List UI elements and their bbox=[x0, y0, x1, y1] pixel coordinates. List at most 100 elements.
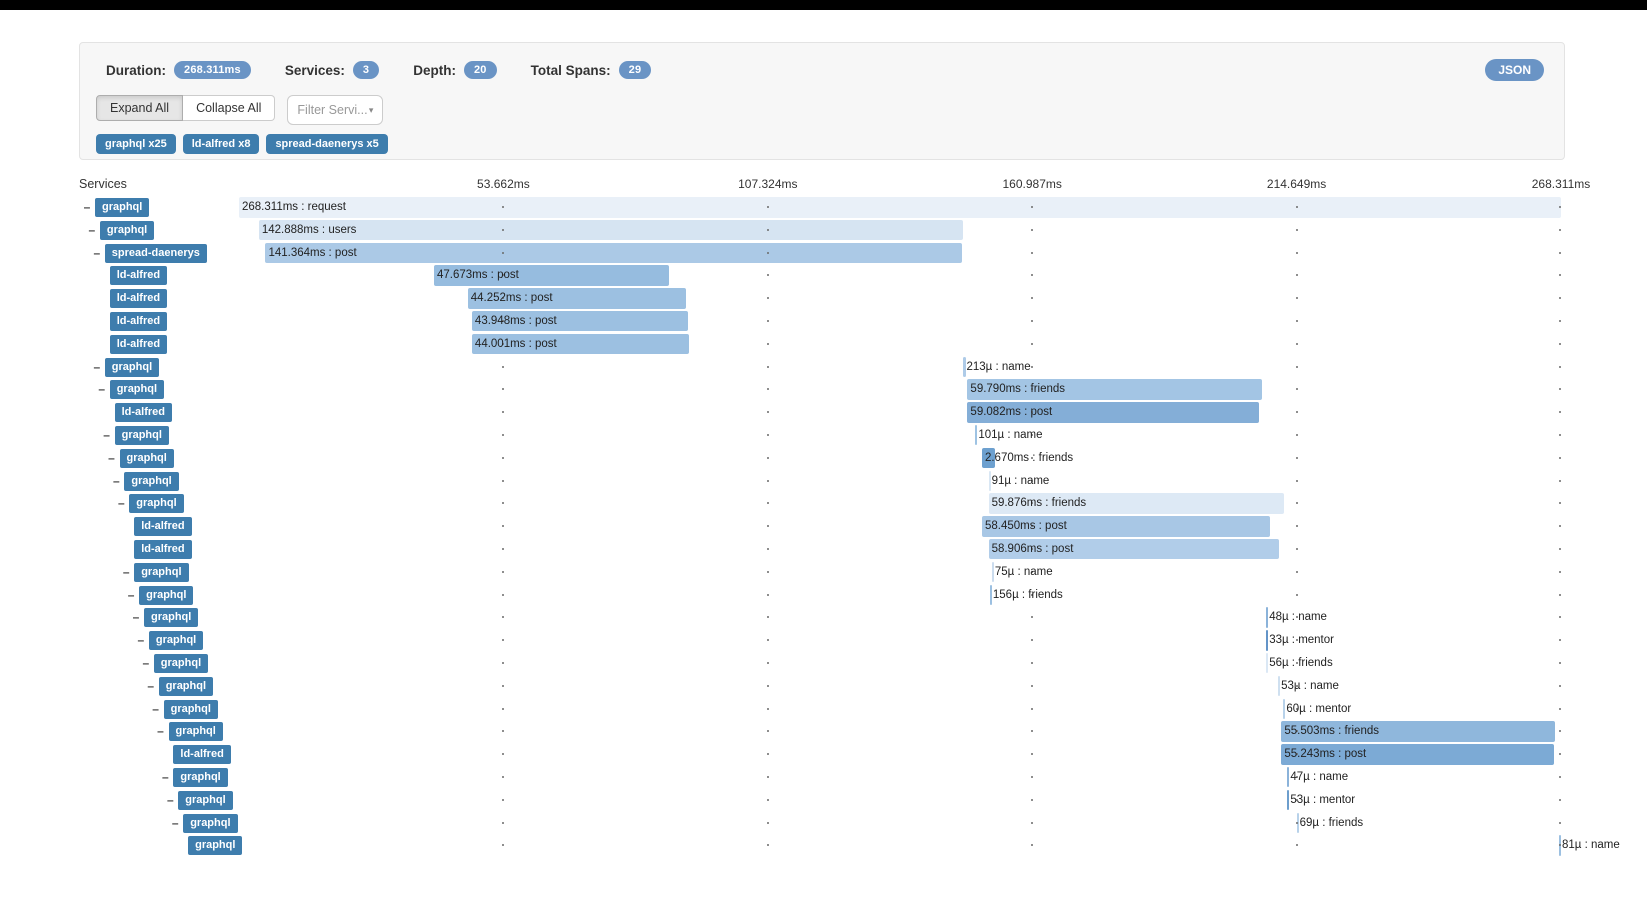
trace-row[interactable]: – graphql 142.888ms : users bbox=[0, 219, 1647, 242]
service-tag-graphql[interactable]: graphql x25 bbox=[96, 134, 176, 154]
collapse-toggle-icon[interactable]: – bbox=[137, 633, 145, 648]
span-bar[interactable] bbox=[265, 242, 962, 264]
span-bar[interactable] bbox=[967, 379, 1262, 400]
trace-row[interactable]: ld-alfred 44.001ms : post bbox=[0, 333, 1647, 356]
collapse-toggle-icon[interactable]: – bbox=[162, 769, 169, 784]
service-tag-spread-daenerys[interactable]: spread-daenerys x5 bbox=[266, 134, 388, 154]
service-badge[interactable]: graphql bbox=[163, 699, 218, 719]
span-bar[interactable] bbox=[1281, 721, 1555, 742]
trace-row[interactable]: – graphql 33µ : mentor bbox=[0, 629, 1647, 652]
collapse-all-button[interactable]: Collapse All bbox=[183, 95, 276, 121]
service-badge[interactable]: graphql bbox=[183, 813, 238, 833]
span-bar[interactable] bbox=[1281, 744, 1554, 765]
service-badge[interactable]: graphql bbox=[168, 722, 223, 742]
service-badge[interactable]: graphql bbox=[95, 198, 150, 217]
collapse-toggle-icon[interactable]: – bbox=[122, 564, 130, 579]
trace-row[interactable]: graphql 81µ : name bbox=[0, 834, 1647, 857]
span-bar[interactable] bbox=[471, 310, 689, 332]
span-bar[interactable] bbox=[981, 516, 1270, 537]
span-bar[interactable] bbox=[988, 470, 991, 492]
trace-row[interactable]: – graphql 213µ : name bbox=[0, 356, 1647, 379]
trace-row[interactable]: – graphql 56µ : friends bbox=[0, 652, 1647, 675]
expand-all-button[interactable]: Expand All bbox=[96, 95, 184, 121]
trace-row[interactable]: ld-alfred 59.082ms : post bbox=[0, 401, 1647, 424]
trace-row[interactable]: ld-alfred 47.673ms : post bbox=[0, 264, 1647, 287]
span-bar[interactable] bbox=[981, 447, 996, 469]
service-badge[interactable]: graphql bbox=[129, 494, 184, 514]
collapse-toggle-icon[interactable]: – bbox=[117, 496, 125, 511]
trace-row[interactable]: – spread-daenerys 141.364ms : post bbox=[0, 242, 1647, 265]
service-badge[interactable]: graphql bbox=[119, 448, 174, 468]
trace-row[interactable]: – graphql 59.876ms : friends bbox=[0, 492, 1647, 515]
service-badge[interactable]: ld-alfred bbox=[134, 517, 192, 537]
service-badge[interactable]: ld-alfred bbox=[109, 334, 168, 354]
service-badge[interactable]: ld-alfred bbox=[134, 539, 192, 559]
trace-row[interactable]: – graphql 55.503ms : friends bbox=[0, 720, 1647, 743]
collapse-toggle-icon[interactable]: – bbox=[93, 245, 101, 260]
service-tag-ld-alfred[interactable]: ld-alfred x8 bbox=[182, 134, 260, 154]
span-bar[interactable] bbox=[1266, 607, 1269, 628]
trace-row[interactable]: – graphql 268.311ms : request bbox=[0, 196, 1647, 219]
span-bar[interactable] bbox=[989, 584, 992, 606]
service-badge[interactable]: graphql bbox=[148, 631, 204, 651]
collapse-toggle-icon[interactable]: – bbox=[127, 587, 135, 602]
span-bar[interactable] bbox=[1287, 789, 1290, 811]
service-badge[interactable]: ld-alfred bbox=[109, 289, 168, 309]
service-badge[interactable]: graphql bbox=[153, 653, 209, 673]
trace-row[interactable]: – graphql 53µ : name bbox=[0, 675, 1647, 698]
service-badge[interactable]: graphql bbox=[158, 676, 214, 696]
span-bar[interactable] bbox=[988, 493, 1284, 514]
collapse-toggle-icon[interactable]: – bbox=[132, 610, 140, 625]
span-bar[interactable] bbox=[967, 402, 1259, 423]
trace-row[interactable]: ld-alfred 43.948ms : post bbox=[0, 310, 1647, 333]
collapse-toggle-icon[interactable]: – bbox=[152, 701, 159, 716]
collapse-toggle-icon[interactable]: – bbox=[83, 200, 91, 214]
span-bar[interactable] bbox=[467, 288, 686, 309]
service-badge[interactable]: graphql bbox=[188, 836, 243, 856]
collapse-toggle-icon[interactable]: – bbox=[98, 382, 106, 397]
trace-row[interactable]: ld-alfred 58.906ms : post bbox=[0, 538, 1647, 561]
json-button[interactable]: JSON bbox=[1485, 59, 1544, 81]
collapse-toggle-icon[interactable]: – bbox=[113, 473, 120, 488]
span-bar[interactable] bbox=[1266, 652, 1269, 674]
service-badge[interactable]: graphql bbox=[124, 471, 179, 491]
collapse-toggle-icon[interactable]: – bbox=[166, 792, 174, 807]
service-badge[interactable]: ld-alfred bbox=[173, 745, 231, 765]
trace-row[interactable]: ld-alfred 55.243ms : post bbox=[0, 743, 1647, 766]
collapse-toggle-icon[interactable]: – bbox=[147, 678, 155, 693]
service-badge[interactable]: ld-alfred bbox=[109, 266, 168, 286]
service-badge[interactable]: graphql bbox=[173, 767, 228, 787]
span-bar[interactable] bbox=[1296, 812, 1299, 834]
filter-service-select[interactable]: Filter Servi... ▾ bbox=[287, 95, 384, 125]
trace-row[interactable]: ld-alfred 44.252ms : post bbox=[0, 287, 1647, 310]
collapse-toggle-icon[interactable]: – bbox=[171, 815, 179, 830]
trace-row[interactable]: – graphql 53µ : mentor bbox=[0, 789, 1647, 812]
trace-row[interactable]: – graphql 48µ : name bbox=[0, 606, 1647, 629]
collapse-toggle-icon[interactable]: – bbox=[108, 450, 115, 465]
service-badge[interactable]: graphql bbox=[114, 425, 169, 445]
trace-row[interactable]: – graphql 75µ : name bbox=[0, 561, 1647, 584]
span-bar[interactable] bbox=[975, 424, 978, 446]
service-badge[interactable]: graphql bbox=[144, 608, 199, 628]
trace-row[interactable]: – graphql 59.790ms : friends bbox=[0, 378, 1647, 401]
service-badge[interactable]: graphql bbox=[104, 357, 160, 377]
span-bar[interactable] bbox=[471, 333, 689, 355]
collapse-toggle-icon[interactable]: – bbox=[103, 427, 110, 442]
trace-row[interactable]: ld-alfred 58.450ms : post bbox=[0, 515, 1647, 538]
service-badge[interactable]: graphql bbox=[109, 380, 165, 400]
span-bar[interactable] bbox=[963, 356, 967, 378]
trace-row[interactable]: – graphql 156µ : friends bbox=[0, 584, 1647, 607]
trace-row[interactable]: – graphql 2.670ms : friends bbox=[0, 447, 1647, 470]
span-bar[interactable] bbox=[1287, 766, 1290, 788]
service-badge[interactable]: graphql bbox=[99, 220, 155, 240]
collapse-toggle-icon[interactable]: – bbox=[93, 359, 101, 374]
service-badge[interactable]: ld-alfred bbox=[109, 311, 168, 331]
trace-row[interactable]: – graphql 60µ : mentor bbox=[0, 698, 1647, 721]
trace-row[interactable]: – graphql 101µ : name bbox=[0, 424, 1647, 447]
span-bar[interactable] bbox=[1266, 630, 1269, 651]
trace-row[interactable]: – graphql 69µ : friends bbox=[0, 812, 1647, 835]
span-bar[interactable] bbox=[1283, 698, 1286, 720]
span-bar[interactable] bbox=[1278, 675, 1281, 697]
service-badge[interactable]: graphql bbox=[139, 585, 194, 605]
service-badge[interactable]: graphql bbox=[134, 562, 189, 582]
